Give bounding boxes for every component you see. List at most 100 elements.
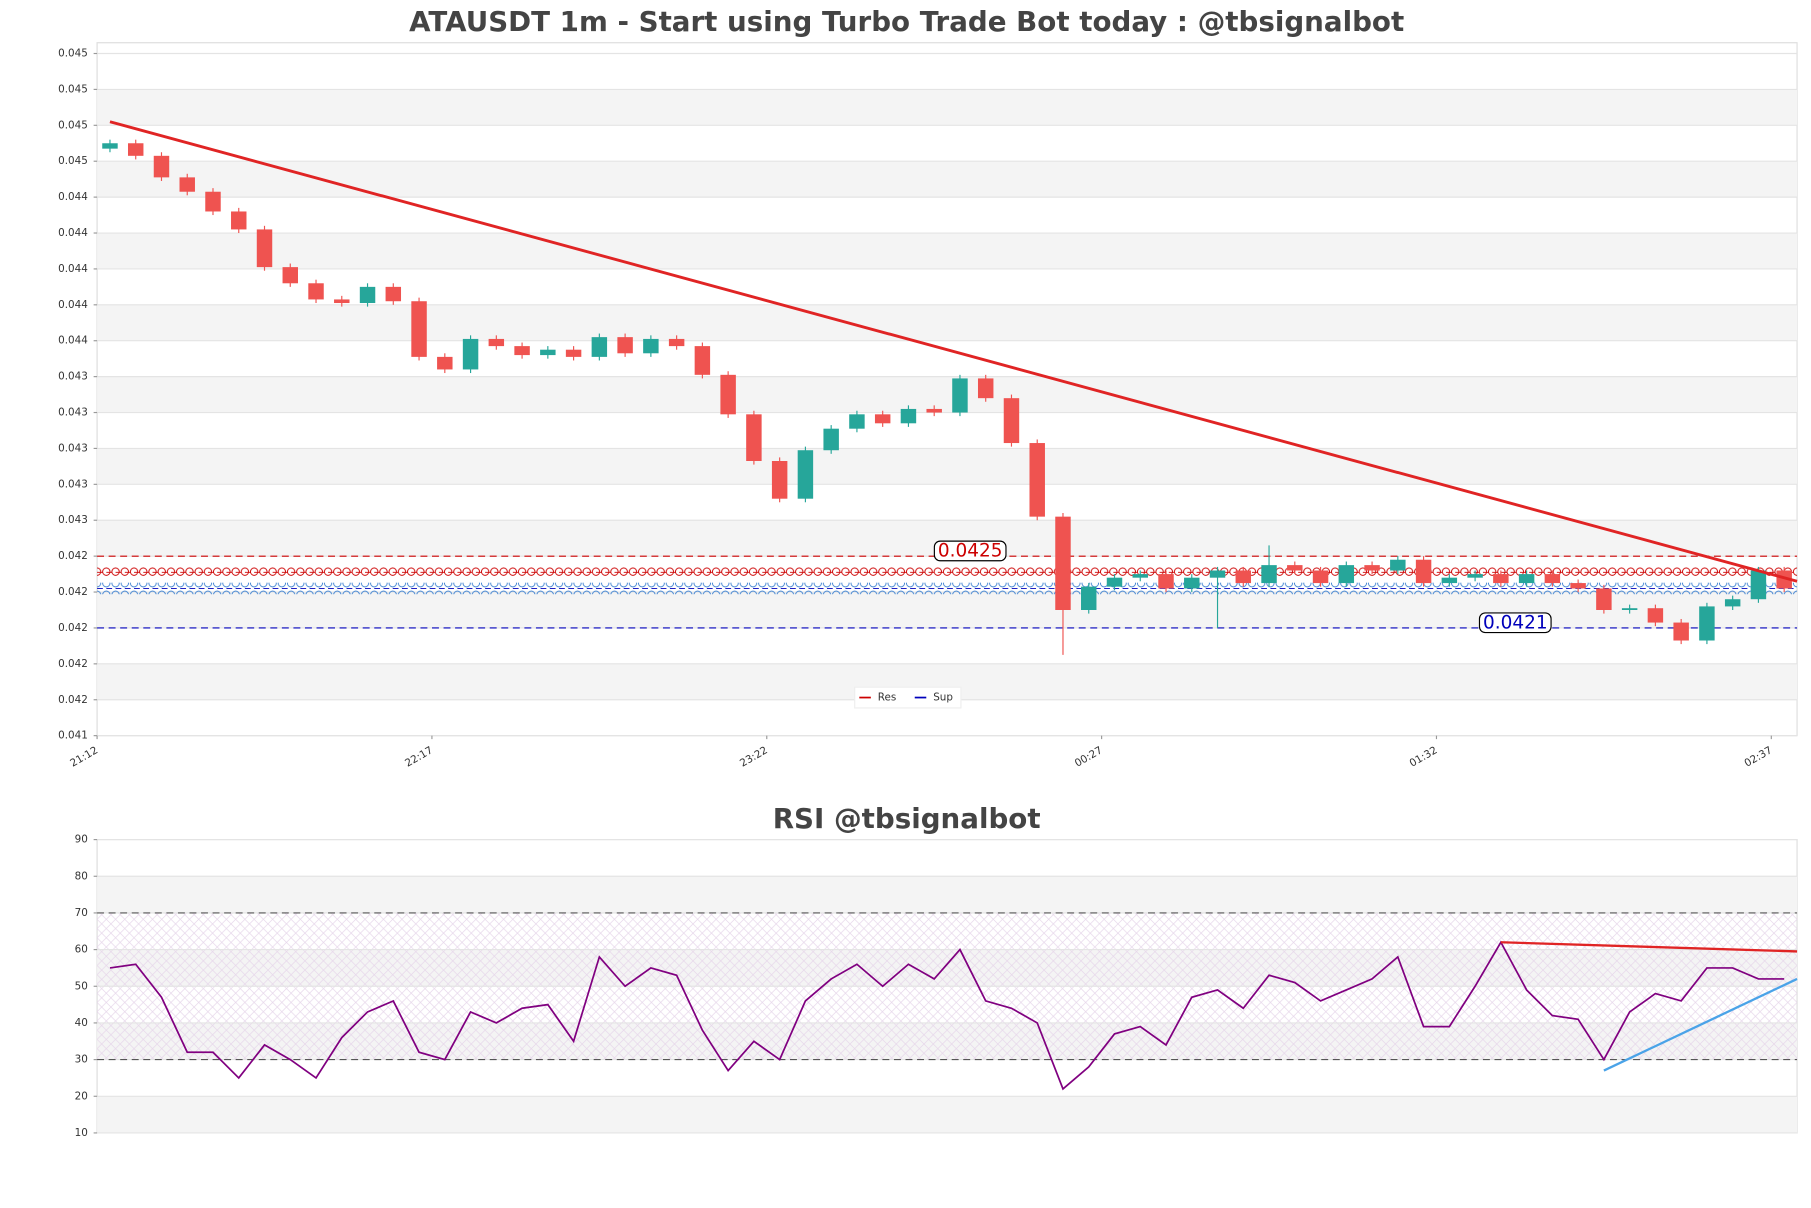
candle-body: [282, 267, 298, 284]
candle-body: [540, 349, 556, 356]
trend-line: [1603, 977, 1798, 1072]
candle-body: [1235, 570, 1252, 584]
candle-body: [771, 460, 788, 499]
y-tick-label: 0.045: [58, 155, 88, 167]
candle-body: [437, 356, 453, 370]
annotation-box: [1478, 612, 1552, 634]
y-tick-label: 20: [75, 1090, 88, 1102]
y-tick-label: 80: [75, 870, 88, 882]
grid-band: [97, 304, 1798, 341]
candle-body: [1673, 622, 1689, 641]
rsi-title: RSI @tbsignalbot: [773, 802, 1041, 835]
x-tick-label: 00:27: [1073, 744, 1105, 769]
candle-body: [1699, 606, 1715, 641]
candle-body: [1570, 583, 1586, 589]
candle-body: [514, 346, 530, 356]
y-tick-label: 0.042: [58, 550, 88, 562]
y-tick-label: 0.043: [58, 442, 88, 454]
candle-body: [694, 346, 711, 375]
candle-body: [1596, 588, 1612, 610]
x-tick-label: 21:12: [68, 744, 100, 769]
candle-body: [334, 299, 350, 304]
candle-body: [205, 191, 221, 212]
y-tick-label: 30: [75, 1054, 88, 1066]
candle-body: [102, 143, 118, 149]
candle-body: [411, 301, 427, 357]
candle-body: [1390, 559, 1406, 571]
chart-title: ATAUSDT 1m - Start using Turbo Trade Bot…: [409, 5, 1404, 38]
candle-body: [462, 338, 479, 370]
annotation-label: 0.0425: [938, 541, 1003, 562]
candle-body: [1724, 599, 1741, 607]
candle-body: [977, 378, 994, 399]
candle-body: [617, 337, 633, 354]
candle-body: [179, 177, 195, 192]
candle-body: [849, 414, 865, 429]
candle-body: [359, 286, 376, 304]
candle-body: [1184, 577, 1200, 589]
candle-body: [823, 428, 839, 451]
candle-body: [565, 349, 582, 357]
grid-band: [97, 376, 1798, 413]
grid-band: [97, 161, 1798, 198]
candle-body: [308, 283, 324, 300]
candle-body: [746, 414, 762, 461]
y-tick-label: 0.044: [58, 191, 88, 203]
grid-band: [97, 233, 1798, 269]
candle-body: [1106, 577, 1123, 587]
x-tick-label: 23:22: [738, 744, 770, 769]
candle-body: [1029, 443, 1045, 517]
candle-body: [1647, 608, 1664, 623]
candle-body: [1158, 574, 1174, 589]
grid-band: [97, 876, 1798, 913]
candle-body: [1132, 574, 1148, 578]
candle-body: [256, 229, 273, 268]
y-tick-label: 10: [75, 1127, 88, 1139]
candle-body: [231, 211, 247, 230]
y-tick-label: 0.045: [58, 119, 88, 131]
candle-body: [900, 408, 917, 424]
candle-body: [668, 338, 685, 347]
candle-body: [1621, 608, 1638, 610]
grid-band: [97, 89, 1798, 126]
legend-box: [854, 686, 962, 709]
candle-body: [643, 338, 659, 354]
annotation-box: [933, 540, 1007, 562]
y-tick-label: 0.042: [58, 694, 88, 706]
y-tick-label: 0.044: [58, 227, 88, 239]
candle-body: [952, 378, 968, 413]
x-tick-label: 02:37: [1742, 744, 1774, 769]
legend-label: Sup: [933, 692, 953, 704]
candle-body: [1338, 565, 1355, 584]
y-tick-label: 0.045: [58, 48, 88, 60]
candle-body: [153, 155, 170, 178]
trend-line: [109, 120, 1798, 583]
candle-body: [1055, 516, 1071, 610]
y-tick-label: 0.044: [58, 299, 88, 311]
grid-band: [97, 1096, 1798, 1133]
grid-band: [97, 448, 1798, 485]
candle-body: [1518, 574, 1535, 584]
candle-body: [127, 143, 144, 156]
y-tick-label: 0.043: [58, 407, 88, 419]
y-tick-label: 60: [75, 944, 88, 956]
candle-body: [720, 374, 736, 415]
candle-body: [591, 337, 608, 357]
candle-body: [1776, 570, 1792, 589]
x-tick-label: 22:17: [403, 744, 435, 769]
candle-body: [1493, 574, 1509, 584]
y-tick-label: 70: [75, 907, 88, 919]
y-tick-label: 50: [75, 980, 88, 992]
candle-body: [1544, 574, 1561, 584]
annotation-label: 0.0421: [1483, 612, 1548, 633]
x-tick-label: 01:32: [1408, 744, 1440, 769]
y-tick-label: 0.043: [58, 478, 88, 490]
candle-body: [1209, 570, 1226, 578]
y-tick-label: 0.042: [58, 622, 88, 634]
candle-body: [1750, 570, 1767, 600]
candle-body: [1081, 586, 1097, 610]
y-tick-label: 90: [75, 834, 88, 846]
rsi-line: [109, 940, 1785, 1091]
candle-body: [1415, 559, 1432, 584]
